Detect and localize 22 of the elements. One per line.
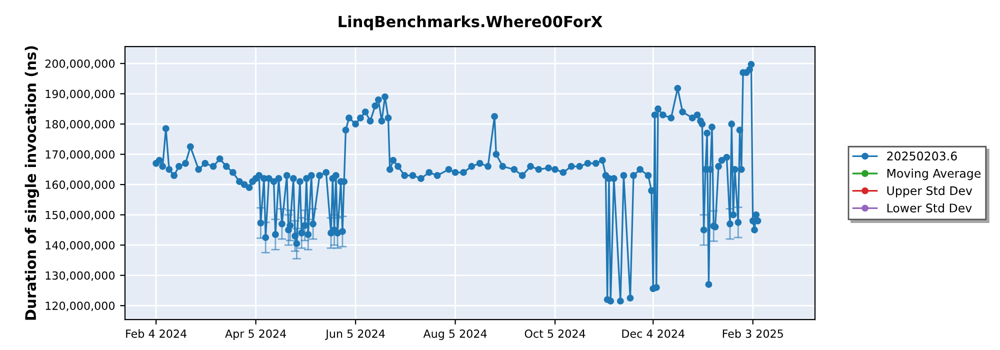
y-tick-label: 150,000,000 [46, 210, 115, 220]
x-tick-label: Jun 5 2024 [325, 329, 385, 340]
y-tick-label: 130,000,000 [46, 271, 115, 281]
chart-title: LinqBenchmarks.Where00ForX [338, 15, 602, 30]
legend-label: Moving Average [887, 168, 981, 180]
legend-label: Lower Std Dev [887, 203, 972, 212]
x-tick-label: Apr 5 2024 [225, 329, 286, 340]
y-tick-label: 180,000,000 [46, 120, 115, 130]
x-tick-label: Feb 4 2024 [126, 329, 186, 338]
y-tick-label: 190,000,000 [46, 90, 115, 100]
legend-label: Upper Std Dev [887, 186, 972, 198]
y-tick-label: 160,000,000 [46, 180, 115, 190]
y-tick-label: 170,000,000 [46, 150, 115, 160]
x-tick-label: Dec 4 2024 [622, 329, 684, 338]
x-tick-label: Oct 5 2024 [524, 329, 586, 338]
x-tick-label: Aug 5 2024 [423, 329, 487, 340]
y-tick-label: 120,000,000 [46, 302, 115, 312]
x-tick-label: Feb 3 2025 [722, 329, 783, 338]
y-tick-label: 140,000,000 [46, 241, 115, 251]
legend-label: 20250203.6 [887, 152, 957, 160]
y-axis-title: Duration of single invocation (ns) [24, 46, 40, 320]
y-tick-label: 200,000,000 [45, 59, 115, 70]
